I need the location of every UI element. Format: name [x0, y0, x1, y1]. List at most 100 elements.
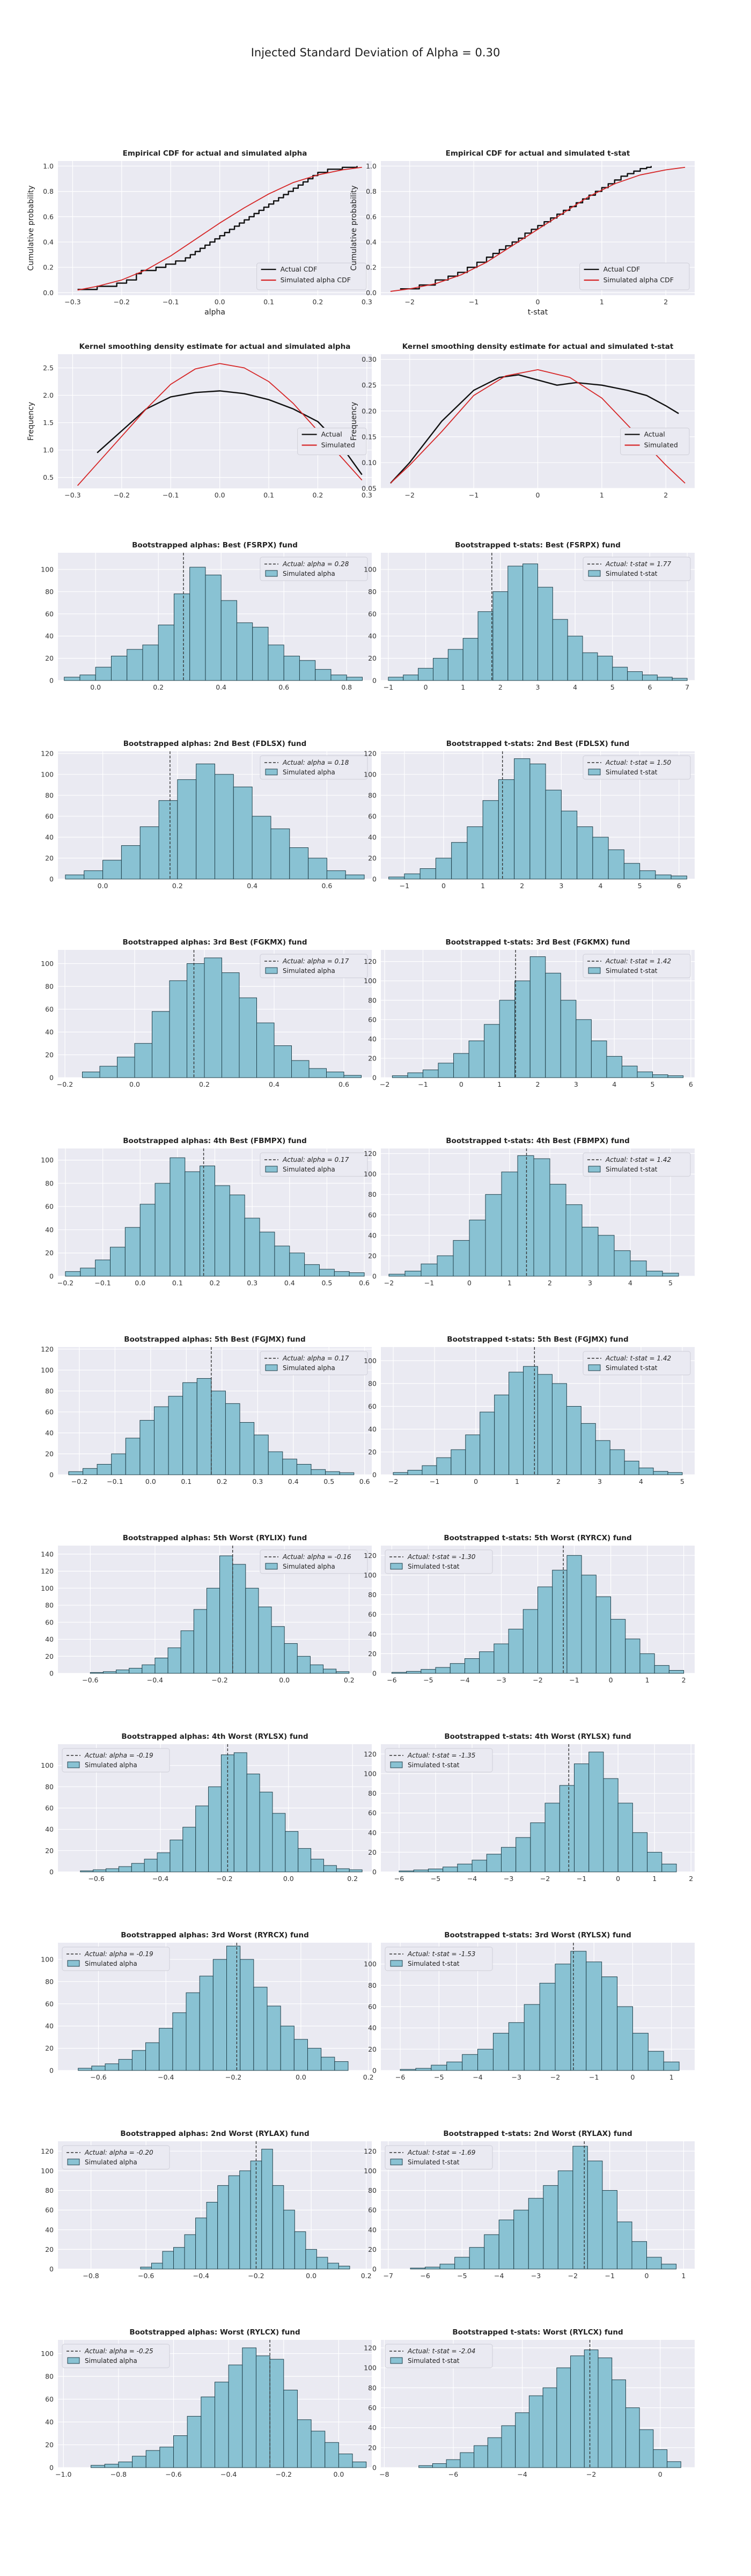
- x-tick-label: −7: [384, 2272, 393, 2280]
- histogram-bar: [258, 1606, 272, 1674]
- x-tick-label: 0.0: [279, 1676, 290, 1684]
- legend-swatch: [265, 967, 278, 974]
- histogram-bar: [205, 574, 222, 681]
- histogram-bar: [99, 1066, 117, 1078]
- x-tick-label: 2: [689, 1875, 693, 1883]
- histogram-bar: [338, 2454, 353, 2468]
- histogram-bar: [514, 758, 531, 880]
- bars: [82, 957, 362, 1078]
- y-tick-label: 0.2: [366, 264, 377, 272]
- histogram-bar: [647, 1851, 662, 1872]
- y-tick-label: 20: [368, 1650, 377, 1658]
- legend-box: [260, 557, 368, 581]
- y-tick-label: 40: [45, 2022, 54, 2030]
- histogram-bar: [212, 1959, 227, 2071]
- histogram-bar: [653, 2449, 668, 2468]
- y-tick-label: 60: [45, 2000, 54, 2008]
- y-tick-label: 20: [45, 654, 54, 662]
- chart-title: Bootstrapped t-stats: 3rd Worst (RYLSX) …: [444, 1931, 631, 1940]
- histogram-bar: [410, 2267, 426, 2270]
- y-tick-label: 80: [368, 791, 377, 799]
- y-tick-label: 100: [41, 1956, 54, 1964]
- histogram-bar: [468, 1040, 485, 1078]
- x-tick-label: −0.1: [107, 1477, 123, 1485]
- histogram-bar: [244, 1218, 260, 1277]
- histogram-bar: [154, 1657, 168, 1674]
- chart-title: Bootstrapped alphas: Worst (RYLCX) fund: [129, 2328, 300, 2337]
- bars: [65, 1157, 365, 1277]
- x-tick-label: −5: [457, 2272, 467, 2280]
- legend: Actual: t-stat = -1.30 Simulated t-stat: [385, 1549, 493, 1574]
- histogram-bar: [514, 980, 531, 1078]
- chart-panel-22: −7 −6 −5 −4 −3 −2 −1 0 1020406080100120Bootstrap…: [364, 2129, 695, 2280]
- histogram-bar: [299, 660, 316, 681]
- chart-title: Bootstrapped alphas: 2nd Best (FDLSX) fu…: [123, 740, 307, 748]
- histogram-bar: [206, 1587, 220, 1674]
- x-tick-label: 0.0: [90, 683, 101, 691]
- x-tick-label: −4: [517, 2470, 527, 2478]
- histogram-bar: [293, 2039, 308, 2071]
- histogram-bar: [311, 1469, 326, 1475]
- legend-swatch: [390, 1761, 403, 1768]
- histogram-bar: [252, 627, 269, 681]
- y-tick-label: 80: [368, 1789, 377, 1797]
- bars: [68, 1378, 355, 1475]
- histogram-bar: [576, 1019, 592, 1078]
- histogram-bar: [305, 2249, 317, 2270]
- legend: Actual: t-stat = -1.69 Simulated t-stat: [385, 2145, 493, 2170]
- bars: [78, 1945, 349, 2071]
- legend-entry: Actual: t-stat = 1.42: [605, 1355, 671, 1362]
- y-tick-label: 60: [45, 1618, 54, 1626]
- histogram-bar: [311, 1858, 324, 1872]
- y-tick-label: 80: [45, 2186, 54, 2194]
- figure-suptitle: Injected Standard Deviation of Alpha = 0…: [251, 46, 500, 59]
- y-tick-label: 120: [41, 1567, 54, 1575]
- histogram-bar: [652, 1074, 668, 1078]
- histogram-bar: [316, 2257, 328, 2270]
- histogram-bar: [201, 2396, 215, 2468]
- histogram-bar: [154, 1183, 171, 1277]
- x-tick-label: 0.0: [98, 882, 108, 890]
- y-tick-label: 20: [45, 1652, 54, 1660]
- y-tick-label: 0.10: [362, 458, 377, 466]
- histogram-bar: [352, 2461, 367, 2468]
- y-tick-label: 0.6: [366, 213, 377, 221]
- x-tick-label: 6: [647, 683, 652, 691]
- histogram-bar: [538, 1374, 553, 1475]
- histogram-bar: [121, 845, 141, 880]
- histogram-bar: [577, 826, 593, 880]
- y-tick-label: 120: [364, 1750, 377, 1758]
- y-tick-label: 80: [368, 2186, 377, 2194]
- y-tick-label: 40: [45, 1825, 54, 1833]
- histogram-bar: [667, 1075, 684, 1078]
- histogram-bar: [486, 1854, 502, 1872]
- x-tick-label: −0.1: [163, 298, 179, 306]
- y-tick-label: 0: [372, 677, 377, 685]
- histogram-bar: [274, 1246, 290, 1277]
- histogram-bar: [327, 2263, 339, 2270]
- histogram-bar: [182, 1827, 196, 1872]
- chart-panel-12: −2 −1 0 1 2 3 4 5 0 20 40 60 80 100 120 Bootstrapped t-…: [364, 1137, 695, 1287]
- histogram-bar: [598, 2357, 613, 2468]
- histogram-bar: [298, 1848, 312, 1872]
- x-tick-label: 0.0: [215, 491, 225, 499]
- histogram-bar: [421, 1263, 438, 1277]
- x-tick-label: −6: [448, 2470, 458, 2478]
- histogram-bar: [657, 677, 673, 681]
- x-tick-label: 0.0: [296, 2073, 306, 2081]
- histogram-bar: [435, 1667, 451, 1674]
- histogram-bar: [269, 2359, 284, 2468]
- x-tick-label: 0.2: [347, 1875, 358, 1883]
- legend-entry: Simulated: [644, 441, 678, 449]
- y-tick-label: 80: [368, 1591, 377, 1599]
- histogram-bar: [199, 1975, 213, 2071]
- histogram-bar: [343, 1075, 362, 1078]
- histogram-bar: [557, 2170, 573, 2270]
- histogram-bar: [110, 1247, 126, 1277]
- x-tick-label: 1: [600, 298, 604, 306]
- y-tick-label: 0.2: [43, 264, 54, 272]
- histogram-bar: [345, 874, 365, 880]
- histogram-bar: [616, 2221, 632, 2270]
- y-tick-label: 0: [49, 1868, 54, 1876]
- histogram-bar: [193, 1609, 207, 1674]
